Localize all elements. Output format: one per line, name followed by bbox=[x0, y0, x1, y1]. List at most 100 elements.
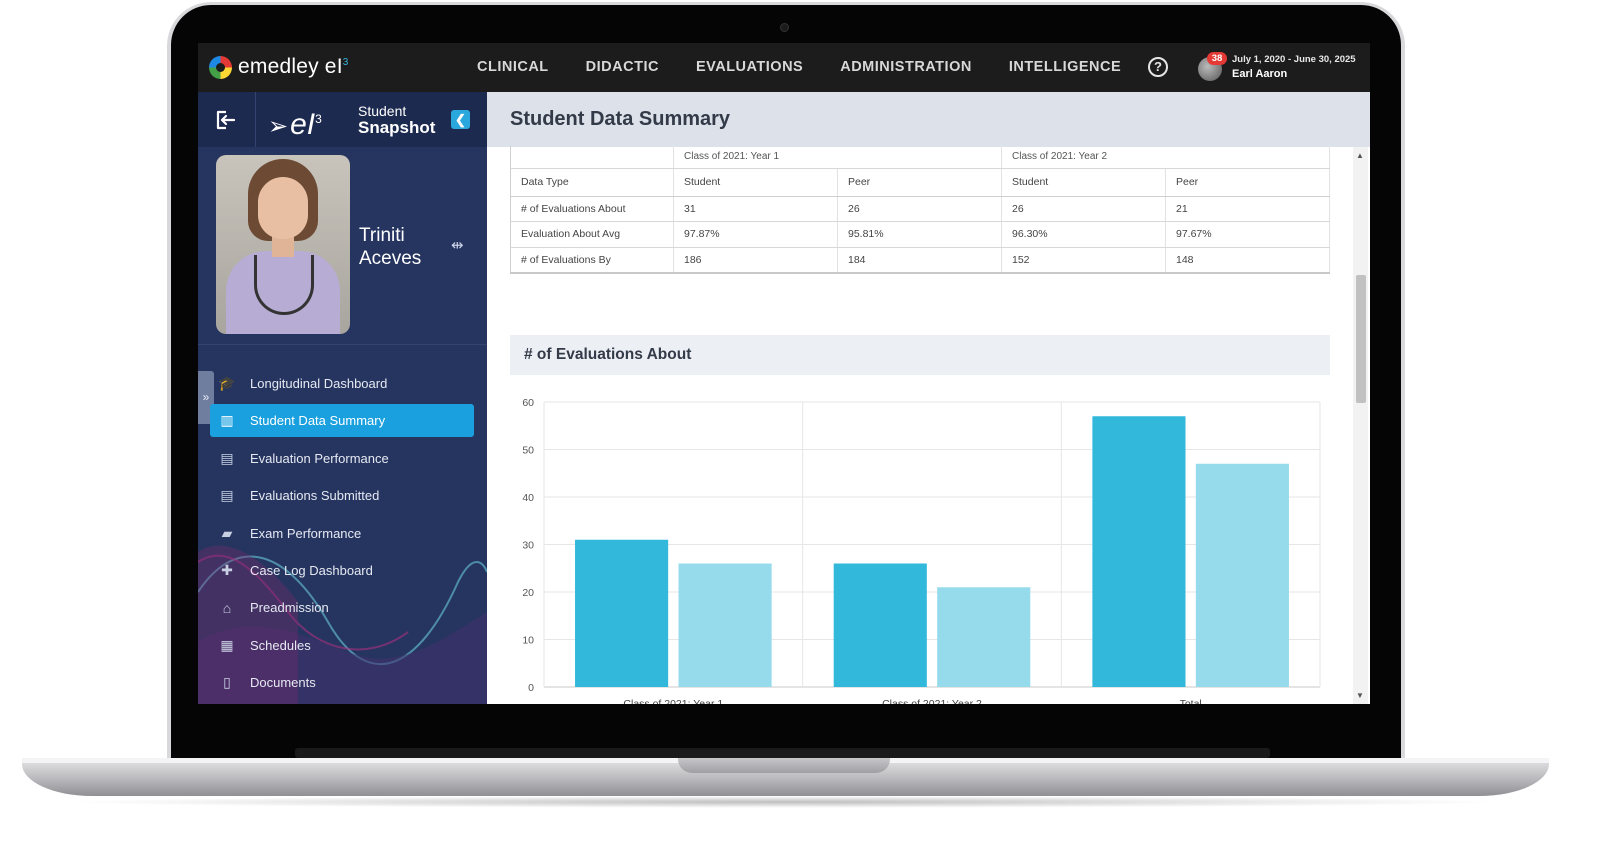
table-cell: 97.87% bbox=[673, 221, 838, 248]
table-cell: 148 bbox=[1165, 247, 1330, 273]
nav-intelligence[interactable]: INTELLIGENCE bbox=[1008, 59, 1122, 75]
student-name: Triniti Aceves bbox=[359, 225, 422, 269]
y-tick-label: 30 bbox=[522, 540, 534, 552]
table-cell: 26 bbox=[837, 196, 1002, 222]
table-group-header-row: Class of 2021: Year 1 Class of 2021: Yea… bbox=[510, 146, 1330, 169]
summary-table: Class of 2021: Year 1 Class of 2021: Yea… bbox=[510, 146, 1330, 274]
brand-logo[interactable]: emedley eI3 bbox=[209, 55, 349, 79]
x-tick-label: Class of 2021: Year 1 bbox=[623, 698, 723, 704]
graduate-icon: 🎓 bbox=[218, 375, 236, 391]
table-column-header: Peer bbox=[837, 168, 1002, 197]
scroll-down-icon[interactable]: ▼ bbox=[1356, 691, 1364, 700]
exit-icon[interactable] bbox=[212, 107, 238, 133]
y-tick-label: 60 bbox=[522, 397, 534, 409]
help-circle-icon[interactable]: ? bbox=[1148, 57, 1168, 77]
table-cell: 152 bbox=[1001, 247, 1166, 273]
bar-student-3 bbox=[1092, 416, 1186, 687]
sidebar-header: ➢eI3 Student Snapshot ❮ bbox=[198, 92, 487, 147]
calendar-icon: ▦ bbox=[220, 636, 234, 653]
sidebar-item-label: Exam Performance bbox=[250, 525, 362, 541]
table-cell: 21 bbox=[1165, 196, 1330, 222]
sidebar-item-label: Student Data Summary bbox=[250, 413, 386, 429]
bar-student-2 bbox=[833, 563, 927, 687]
table-column-header: Peer bbox=[1165, 168, 1330, 197]
folders-icon: ▰ bbox=[221, 524, 233, 541]
module-logo: ➢eI3 bbox=[268, 108, 322, 141]
table-cell: # of Evaluations By bbox=[510, 247, 674, 273]
laptop-notch bbox=[678, 758, 890, 773]
vertical-scrollbar[interactable]: ▲ ▼ bbox=[1353, 147, 1368, 704]
table-row: # of Evaluations About 31 26 26 21 bbox=[510, 196, 1330, 222]
sidebar-item-student-data-summary[interactable]: ▥ Student Data Summary bbox=[210, 404, 474, 438]
x-tick-label: Class of 2021: Year 2 bbox=[882, 698, 982, 704]
user-name[interactable]: Earl Aaron bbox=[1232, 68, 1288, 80]
x-tick-label: Total bbox=[1180, 698, 1202, 704]
table-cell: 96.30% bbox=[1001, 221, 1166, 248]
sidebar-item-exam-performance[interactable]: ▰ Exam Performance bbox=[210, 517, 474, 550]
chart-header: # of Evaluations About bbox=[510, 335, 1330, 375]
paper-plane-icon: ➢ bbox=[268, 113, 289, 140]
module-title-line1: Student bbox=[358, 103, 407, 119]
table-group-header: Class of 2021: Year 1 bbox=[673, 146, 1002, 169]
sidebar-item-label: Preadmission bbox=[250, 600, 329, 616]
chart-title: # of Evaluations About bbox=[524, 346, 692, 363]
scrollbar-thumb[interactable] bbox=[1356, 275, 1366, 403]
nav-evaluations[interactable]: EVALUATIONS bbox=[695, 59, 804, 75]
sidebar-separator bbox=[198, 344, 487, 345]
table-column-header: Data Type bbox=[510, 168, 674, 197]
main-nav: CLINICAL DIDACTIC EVALUATIONS ADMINISTRA… bbox=[477, 59, 1158, 75]
sidebar-item-case-log-dashboard[interactable]: ✚ Case Log Dashboard bbox=[210, 554, 474, 587]
bar-chart-icon: ▥ bbox=[220, 412, 234, 429]
brand-name: emedley eI3 bbox=[238, 55, 349, 78]
bar-peer-2 bbox=[937, 587, 1031, 687]
page-header: Student Data Summary bbox=[487, 92, 1370, 147]
y-tick-label: 10 bbox=[522, 635, 534, 647]
clipboard-list-icon: ▤ bbox=[220, 487, 234, 504]
y-tick-label: 50 bbox=[522, 445, 534, 457]
page-title: Student Data Summary bbox=[510, 108, 731, 130]
main-content: Student Data Summary Class of 2021: Year… bbox=[487, 92, 1370, 704]
laptop-hinge bbox=[295, 748, 1270, 758]
sidebar-item-evaluation-performance[interactable]: ▤ Evaluation Performance bbox=[210, 442, 474, 475]
sidebar-item-label: Case Log Dashboard bbox=[250, 562, 373, 578]
document-icon: ▯ bbox=[223, 674, 231, 691]
table-row: # of Evaluations By 186 184 152 148 bbox=[510, 247, 1330, 273]
table-group-header: Class of 2021: Year 2 bbox=[1001, 146, 1330, 169]
sidebar-item-label: Schedules bbox=[250, 637, 311, 653]
sidebar-item-preadmission[interactable]: ⌂ Preadmission bbox=[210, 591, 474, 624]
sidebar-item-documents[interactable]: ▯ Documents bbox=[210, 666, 474, 699]
sidebar-item-longitudinal-dashboard[interactable]: 🎓 Longitudinal Dashboard bbox=[210, 367, 474, 400]
clipboard-user-icon: ▤ bbox=[220, 449, 234, 466]
sidebar-item-label: Longitudinal Dashboard bbox=[250, 376, 388, 391]
sidebar-item-schedules[interactable]: ▦ Schedules bbox=[210, 629, 474, 662]
camera-icon bbox=[780, 23, 789, 32]
module-title-line2: Snapshot bbox=[358, 118, 436, 137]
table-column-header: Student bbox=[673, 168, 838, 197]
student-photo bbox=[216, 155, 350, 334]
switch-student-icon[interactable]: ⇹ bbox=[451, 237, 464, 254]
y-tick-label: 20 bbox=[522, 587, 534, 599]
nav-administration[interactable]: ADMINISTRATION bbox=[840, 59, 972, 75]
sidebar-item-label: Evaluation Performance bbox=[250, 450, 389, 466]
scroll-up-icon[interactable]: ▲ bbox=[1356, 151, 1364, 160]
laptop-shadow bbox=[60, 796, 1510, 808]
table-cell: 184 bbox=[837, 247, 1002, 273]
medical-case-icon: ✚ bbox=[221, 561, 233, 578]
emedley-logo-icon bbox=[209, 55, 232, 79]
y-tick-label: 40 bbox=[522, 492, 534, 504]
bar-student-1 bbox=[575, 539, 669, 687]
table-cell: 95.81% bbox=[837, 221, 1002, 248]
table-cell: 26 bbox=[1001, 196, 1166, 222]
nav-didactic[interactable]: DIDACTIC bbox=[585, 59, 659, 75]
bar-peer-3 bbox=[1195, 463, 1289, 687]
sidebar-item-evaluations-submitted[interactable]: ▤ Evaluations Submitted bbox=[210, 479, 474, 512]
sidebar-header-divider bbox=[255, 92, 256, 147]
decorative-wave bbox=[198, 545, 487, 704]
table-column-header: Student bbox=[1001, 168, 1166, 197]
sidebar-menu: 🎓 Longitudinal Dashboard ▥ Student Data … bbox=[210, 367, 474, 704]
screen: emedley eI3 CLINICAL DIDACTIC EVALUATION… bbox=[198, 43, 1370, 704]
notification-badge[interactable]: 38 bbox=[1207, 52, 1227, 65]
table-cell: 186 bbox=[673, 247, 838, 273]
nav-clinical[interactable]: CLINICAL bbox=[477, 59, 549, 75]
collapse-sidebar-button[interactable]: ❮ bbox=[451, 110, 470, 129]
